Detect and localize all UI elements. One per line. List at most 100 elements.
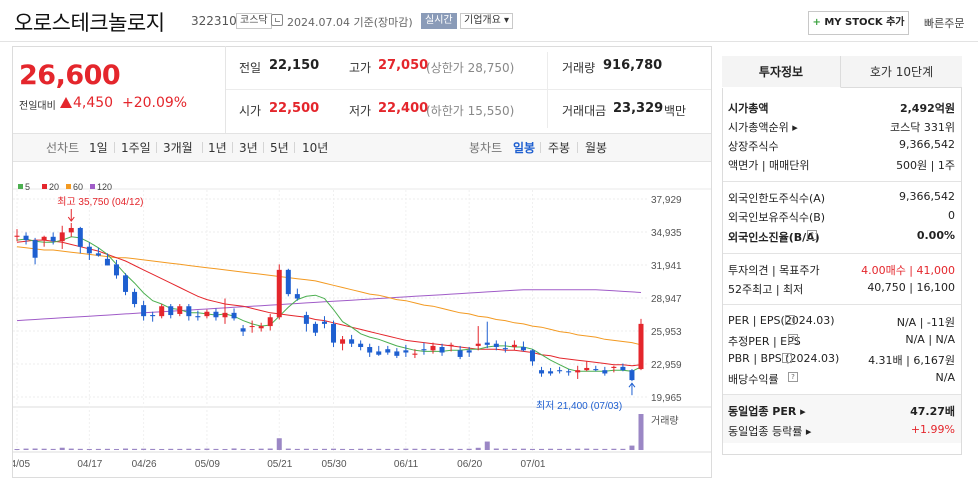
candle-body bbox=[312, 323, 318, 333]
legend-label: 20 bbox=[49, 182, 59, 192]
help-icon[interactable]: ? bbox=[807, 230, 817, 240]
low-value: 22,400 bbox=[378, 101, 429, 116]
candle-body bbox=[32, 240, 38, 258]
invest-row-value: 4.31배 | 6,167원 bbox=[868, 354, 955, 367]
invest-row-label: PER | EPS(2024.03) bbox=[728, 314, 835, 327]
volume-bar bbox=[303, 448, 309, 450]
add-mystock-label: MY STOCK 추가 bbox=[824, 17, 905, 28]
volume-bar bbox=[276, 438, 282, 450]
volume-bar bbox=[520, 448, 526, 450]
help-icon[interactable]: ? bbox=[788, 372, 798, 382]
candle-body bbox=[340, 339, 346, 344]
candle-body bbox=[59, 232, 65, 242]
volume-bar bbox=[123, 448, 129, 450]
line-chart-label: 선차트 bbox=[46, 141, 80, 155]
legend-swatch bbox=[42, 184, 47, 189]
low-label: 저가 bbox=[349, 104, 372, 118]
help-icon[interactable]: ? bbox=[788, 334, 798, 344]
volume-bar bbox=[457, 448, 463, 450]
stock-chart[interactable]: 37,929 34,935 31,941 28,947 25,953 22,959 19,9… bbox=[13, 176, 711, 476]
tab-invest-info[interactable]: 투자정보 bbox=[722, 56, 841, 88]
volume-bar bbox=[620, 448, 626, 450]
candle-body bbox=[77, 227, 83, 247]
candle-body bbox=[249, 326, 255, 328]
legend-swatch bbox=[66, 184, 71, 189]
legend-label: 5 bbox=[25, 182, 30, 192]
candle-body bbox=[276, 269, 282, 318]
company-overview-dropdown[interactable]: 기업개요 ▾ bbox=[460, 13, 513, 29]
candle-body bbox=[186, 306, 192, 317]
candle-body bbox=[394, 351, 400, 356]
volume-bar bbox=[611, 448, 617, 450]
candle-body bbox=[240, 328, 246, 332]
x-tick-label: 04/05 bbox=[13, 459, 30, 470]
candle-body bbox=[358, 343, 364, 348]
candle-body bbox=[267, 317, 273, 327]
period-weekly[interactable]: 주봉 bbox=[548, 141, 571, 155]
volume-bar bbox=[32, 448, 38, 450]
candle-body bbox=[177, 306, 183, 314]
volume-bar bbox=[412, 448, 418, 450]
period-5y[interactable]: 5년 bbox=[270, 141, 289, 155]
invest-row-label: 외국인한도주식수(A) bbox=[728, 192, 826, 205]
y-tick-label: 22,959 bbox=[651, 360, 682, 371]
candle-body bbox=[629, 370, 635, 381]
candle-body bbox=[159, 306, 165, 317]
invest-row-value: 9,366,542 bbox=[899, 138, 955, 151]
invest-row-value: 4.00매수 | 41,000 bbox=[861, 264, 955, 277]
candle-body bbox=[520, 347, 526, 351]
y-tick-label: 31,941 bbox=[651, 261, 682, 272]
period-1w[interactable]: 1주일 bbox=[121, 141, 151, 155]
candle-body bbox=[584, 367, 590, 371]
candle-body bbox=[493, 343, 499, 348]
period-daily[interactable]: 일봉 bbox=[513, 141, 536, 155]
add-mystock-button[interactable]: + MY STOCK 추가 bbox=[808, 11, 909, 35]
invest-row-value: 0.00% bbox=[916, 229, 955, 242]
invest-row-label: 외국인보유주식수(B) bbox=[728, 211, 826, 224]
tab-hoga[interactable]: 호가 10단계 bbox=[841, 56, 962, 88]
period-sep bbox=[577, 142, 578, 153]
candle-body bbox=[50, 236, 56, 242]
candle-body bbox=[430, 345, 436, 351]
candle-body bbox=[575, 370, 581, 373]
volume-bar bbox=[439, 448, 445, 450]
x-tick-label: 05/09 bbox=[195, 459, 220, 470]
candle-body bbox=[86, 246, 92, 254]
period-1y[interactable]: 1년 bbox=[208, 141, 227, 155]
y-tick-label: 34,935 bbox=[651, 228, 682, 239]
volume-value: 916,780 bbox=[603, 58, 663, 73]
period-monthly[interactable]: 월봉 bbox=[585, 141, 608, 155]
invest-row-value: 9,366,542 bbox=[899, 190, 955, 203]
realtime-button[interactable]: 실시간 bbox=[421, 13, 457, 29]
quote-col-divider bbox=[547, 52, 548, 128]
moving-average-ma60 bbox=[16, 246, 642, 346]
volume-bar bbox=[593, 448, 599, 450]
invest-row-label: 시가총액 bbox=[728, 102, 769, 115]
candle-body bbox=[141, 305, 147, 317]
x-tick-label: 07/01 bbox=[520, 459, 545, 470]
period-3y[interactable]: 3년 bbox=[239, 141, 258, 155]
candle-body bbox=[231, 312, 237, 319]
period-1d[interactable]: 1일 bbox=[89, 141, 108, 155]
quick-order-link[interactable]: 빠른주문 bbox=[924, 17, 965, 30]
invest-row-label: 액면가 | 매매단위 bbox=[728, 159, 810, 172]
volume-bar bbox=[312, 448, 318, 450]
period-3m[interactable]: 3개월 bbox=[163, 141, 193, 155]
invest-row-label[interactable]: 동일업종 등락률 ▸ bbox=[728, 425, 812, 438]
legend-label: 120 bbox=[97, 182, 112, 192]
invest-row-value: N/A | N/A bbox=[905, 333, 955, 346]
candle-body bbox=[68, 227, 74, 233]
volume-bar bbox=[159, 448, 165, 450]
header-bar bbox=[0, 0, 978, 42]
volume-bar bbox=[177, 448, 183, 450]
help-icon[interactable]: ? bbox=[782, 353, 792, 363]
candle-body bbox=[529, 350, 535, 362]
period-10y[interactable]: 10년 bbox=[302, 141, 329, 155]
volume-bar bbox=[430, 448, 436, 450]
help-icon[interactable]: ? bbox=[785, 315, 795, 325]
invest-divider bbox=[723, 253, 961, 254]
amount-label: 거래대금 bbox=[562, 104, 607, 118]
invest-row-label[interactable]: 시가총액순위 ▸ bbox=[728, 121, 798, 134]
invest-row-label[interactable]: 동일업종 PER ▸ bbox=[728, 405, 806, 418]
invest-divider bbox=[723, 181, 961, 182]
